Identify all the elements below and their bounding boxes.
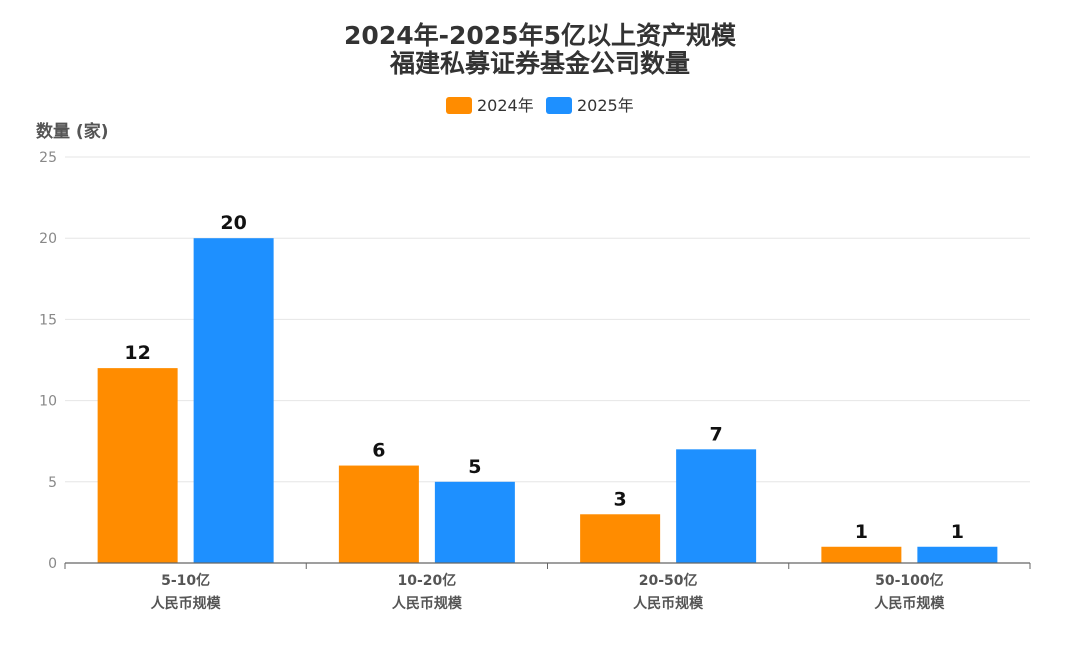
bar-2024年-2[interactable] [580,514,661,563]
y-axis-label: 数量 (家) [36,121,108,142]
data-label: 3 [614,488,627,510]
legend-label[interactable]: 2025年 [577,96,634,115]
bar-2024年-1[interactable] [338,465,419,563]
data-label: 5 [468,456,481,478]
data-label: 12 [124,342,150,364]
data-label: 1 [951,521,964,543]
legend[interactable]: 2024年 2025年 [446,96,634,115]
bar-2025年-1[interactable] [434,481,515,563]
x-tick-sublabel: 人民币规模 [392,595,463,612]
legend-label[interactable]: 2024年 [477,96,534,115]
x-axis: 5-10亿人民币规模10-20亿人民币规模20-50亿人民币规模50-100亿人… [64,562,1031,612]
bar-2025年-0[interactable] [193,238,274,563]
chart-title-line-2: 福建私募证券基金公司数量 [389,49,690,78]
data-label: 6 [372,440,385,462]
bar-2024年-3[interactable] [821,546,902,563]
bars [97,238,998,563]
x-tick-label: 50-100亿 [875,572,944,589]
y-tick-label: 20 [39,231,57,247]
x-tick-sublabel: 人民币规模 [874,595,945,612]
bar-2025年-2[interactable] [676,449,757,563]
y-tick-label: 0 [48,556,57,572]
y-tick-label: 5 [48,475,57,491]
y-tick-label: 25 [39,150,57,166]
data-label: 7 [710,423,723,445]
y-tick-label: 15 [39,312,57,328]
data-label: 1 [855,521,868,543]
x-tick-label: 20-50亿 [639,572,698,589]
data-label: 20 [220,212,246,234]
y-axis-ticks: 0 5 10 15 20 25 [39,150,57,572]
legend-swatch[interactable] [546,97,572,114]
bar-2024年-0[interactable] [97,368,178,563]
x-tick-sublabel: 人民币规模 [633,595,704,612]
x-tick-label: 5-10亿 [161,572,210,589]
data-labels: 12 6 3 1 20 5 7 1 [124,212,964,543]
x-tick-sublabel: 人民币规模 [151,595,222,612]
chart-title-line-1: 2024年-2025年5亿以上资产规模 [344,21,737,50]
bar-2025年-3[interactable] [917,546,998,563]
y-tick-label: 10 [39,394,57,410]
legend-swatch[interactable] [446,97,472,114]
x-tick-label: 10-20亿 [397,572,456,589]
